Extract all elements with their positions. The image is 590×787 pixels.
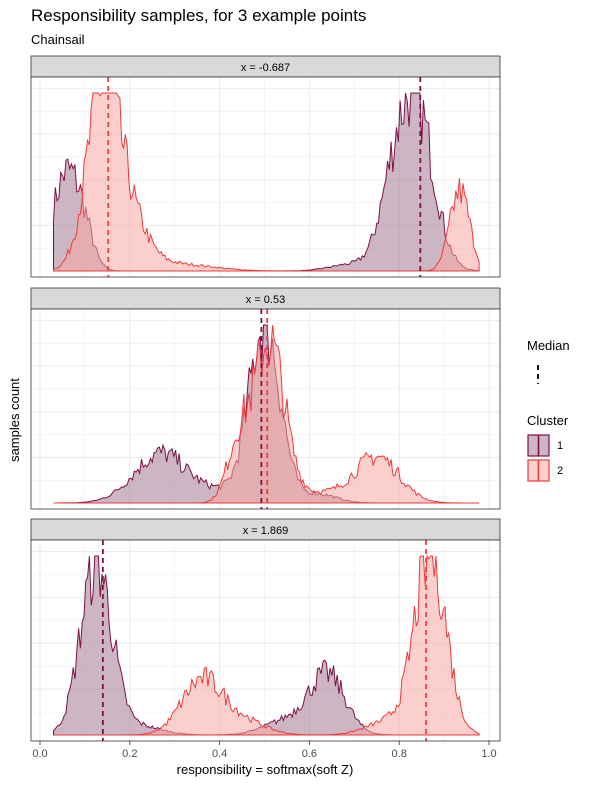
density-cluster-2-panel-3 [53,554,480,736]
facet-strip-label-2: x = 0.53 [246,294,285,306]
panel-border-3 [30,539,501,742]
chart-subtitle: Chainsail [31,32,85,47]
y-axis-label: samples count [7,378,22,462]
panel-border-2 [30,308,501,510]
facet-strip-label-1: x = -0.687 [241,62,290,74]
density-cluster-2-panel-1 [53,92,480,272]
facet-strip-label-3: x = 1.869 [243,525,289,537]
legend-median-title: Median [527,338,570,353]
x-tick-label: 0.6 [302,748,317,760]
x-axis-label: responsibility = softmax(soft Z) [176,762,354,777]
legend-label-cluster-2: 2 [557,465,564,477]
legend-cluster-title: Cluster [527,413,569,428]
x-tick-label: 0.8 [392,748,407,760]
x-tick-label: 0.0 [32,748,47,760]
x-tick-label: 0.2 [122,748,137,760]
x-tick-label: 1.0 [481,748,496,760]
chart-title: Responsibility samples, for 3 example po… [31,6,367,25]
x-tick-label: 0.4 [212,748,227,760]
panel-border-1 [30,76,501,278]
legend-label-cluster-1: 1 [557,440,564,452]
